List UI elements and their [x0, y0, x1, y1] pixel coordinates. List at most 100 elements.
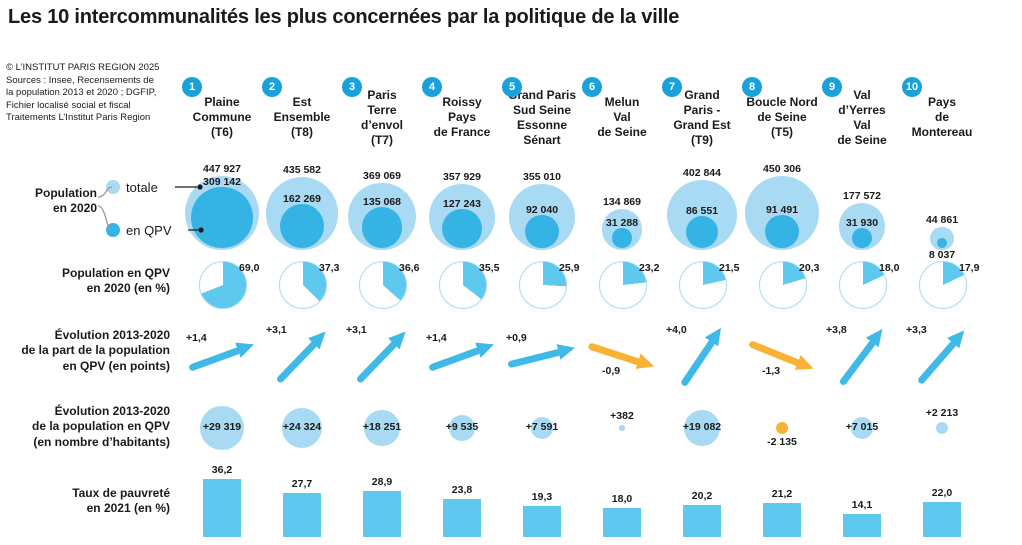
- trend-cell: +3,1: [262, 318, 342, 395]
- qpv-share-cell: 20,3: [742, 255, 822, 318]
- qpv-change-circle: [935, 421, 949, 435]
- trend-value: +3,1: [346, 324, 367, 336]
- qpv-share-cell: 23,2: [582, 255, 662, 318]
- qpv-share-pie: [919, 261, 967, 309]
- rank-badge: 1: [182, 77, 202, 97]
- qpv-change-circle: [449, 415, 475, 441]
- qpv-change-cell: -2 135: [742, 395, 822, 462]
- population-qpv-circle: [442, 208, 482, 248]
- row-label-poverty-rate: Taux de pauvreté en 2021 (en %): [72, 486, 170, 516]
- poverty-value: 27,7: [291, 477, 313, 490]
- source-note: © L’INSTITUT PARIS REGION 2025 Sources :…: [6, 62, 160, 124]
- qpv-change-circle: [775, 421, 789, 435]
- qpv-change-circle: [281, 407, 323, 449]
- column: 4 Roissy Pays de France 357 929 127 243 …: [422, 75, 502, 545]
- trend-arrow: [747, 335, 818, 377]
- poverty-bar: [763, 503, 801, 537]
- qpv-share-cell: 25,9: [502, 255, 582, 318]
- poverty-cell: 28,9: [342, 462, 422, 545]
- poverty-bar: [283, 492, 321, 537]
- column-header: 10 Pays de Montereau: [902, 75, 982, 160]
- arrow-shaft: [507, 348, 562, 368]
- trend-cell: +3,1: [342, 318, 422, 395]
- population-total-value: 177 572: [843, 190, 881, 203]
- qpv-change-value: +7 591: [525, 421, 559, 433]
- poverty-value: 22,0: [931, 486, 953, 499]
- population-cell: 402 844 86 551: [662, 160, 742, 255]
- qpv-share-cell: 18,0: [822, 255, 902, 318]
- column-name: Grand Paris - Grand Est (T9): [673, 87, 731, 147]
- qpv-share-value: 69,0: [239, 262, 260, 274]
- poverty-cell: 36,2: [182, 462, 262, 545]
- poverty-cell: 27,7: [262, 462, 342, 545]
- population-cell: 357 929 127 243: [422, 160, 502, 255]
- qpv-share-value: 35,5: [479, 262, 500, 274]
- qpv-share-pie: [839, 261, 887, 309]
- population-qpv-circle: [612, 228, 632, 248]
- column: 1 Plaine Commune (T6) 447 927 309 142 69…: [182, 75, 262, 545]
- qpv-share-cell: 37,3: [262, 255, 342, 318]
- trend-cell: +1,4: [182, 318, 262, 395]
- qpv-share-value: 37,3: [319, 262, 340, 274]
- columns-grid: 1 Plaine Commune (T6) 447 927 309 142 69…: [182, 75, 982, 545]
- column-header: 1 Plaine Commune (T6): [182, 75, 262, 160]
- rank-badge: 8: [742, 77, 762, 97]
- population-qpv-circle: [525, 214, 559, 248]
- qpv-change-value: +19 082: [682, 421, 722, 433]
- population-cell: 355 010 92 040: [502, 160, 582, 255]
- column: 5 Grand Paris Sud Seine Essonne Sénart 3…: [502, 75, 582, 545]
- column-name: Pays de Montereau: [911, 95, 973, 139]
- trend-value: +3,3: [906, 324, 927, 336]
- population-qpv-circle: [361, 207, 403, 248]
- population-qpv-value: 8 037: [928, 249, 956, 261]
- poverty-value: 20,2: [691, 489, 713, 502]
- legend-label-totale: totale: [126, 180, 158, 195]
- poverty-value: 36,2: [211, 464, 233, 477]
- column-header: 2 Est Ensemble (T8): [262, 75, 342, 160]
- arrow-head-icon: [475, 336, 497, 358]
- qpv-change-value: +29 319: [202, 421, 242, 433]
- trend-value: +0,9: [506, 332, 527, 344]
- trend-cell: +3,8: [822, 318, 902, 395]
- trend-value: +3,8: [826, 324, 847, 336]
- qpv-change-cell: +24 324: [262, 395, 342, 462]
- arrow-shaft: [355, 339, 398, 384]
- trend-cell: -1,3: [742, 318, 822, 395]
- column-name: Roissy Pays de France: [433, 95, 491, 139]
- population-cell: 134 869 31 288: [582, 160, 662, 255]
- poverty-bar: [363, 490, 401, 537]
- qpv-share-pie: [519, 261, 567, 309]
- poverty-bar: [523, 506, 561, 537]
- arrow-shaft: [679, 338, 716, 387]
- trend-cell: +1,4: [422, 318, 502, 395]
- population-cell: 44 861 8 037: [902, 160, 982, 260]
- column: 3 Paris Terre d’envol (T7) 369 069 135 0…: [342, 75, 422, 545]
- column-header: 4 Roissy Pays de France: [422, 75, 502, 160]
- population-total-value: 134 869: [603, 196, 641, 209]
- qpv-share-cell: 17,9: [902, 255, 982, 318]
- qpv-share-value: 36,6: [399, 262, 420, 274]
- poverty-cell: 14,1: [822, 462, 902, 545]
- arrow-head-icon: [794, 354, 817, 377]
- column-name: Plaine Commune (T6): [192, 95, 252, 139]
- qpv-change-circle: [364, 410, 400, 446]
- population-cell: 435 582 162 269: [262, 160, 342, 255]
- qpv-share-value: 20,3: [799, 262, 820, 274]
- qpv-share-cell: 35,5: [422, 255, 502, 318]
- column-name: Grand Paris Sud Seine Essonne Sénart: [507, 87, 577, 147]
- column: 8 Boucle Nord de Seine (T5) 450 306 91 4…: [742, 75, 822, 545]
- qpv-share-value: 25,9: [559, 262, 580, 274]
- population-qpv-value: 31 930: [845, 217, 879, 230]
- qpv-change-cell: +7 015: [822, 395, 902, 462]
- column-header: 9 Val d’Yerres Val de Seine: [822, 75, 902, 160]
- population-cell: 450 306 91 491: [742, 160, 822, 255]
- poverty-value: 18,0: [611, 493, 633, 506]
- trend-cell: +3,3: [902, 318, 982, 395]
- population-cell: 447 927 309 142: [182, 160, 262, 255]
- arrow-head-icon: [556, 340, 577, 360]
- qpv-share-value: 21,5: [719, 262, 740, 274]
- qpv-share-pie: [679, 261, 727, 309]
- column-name: Est Ensemble (T8): [273, 95, 331, 139]
- population-total-value: 435 582: [283, 164, 321, 177]
- column-name: Paris Terre d’envol (T7): [360, 87, 403, 147]
